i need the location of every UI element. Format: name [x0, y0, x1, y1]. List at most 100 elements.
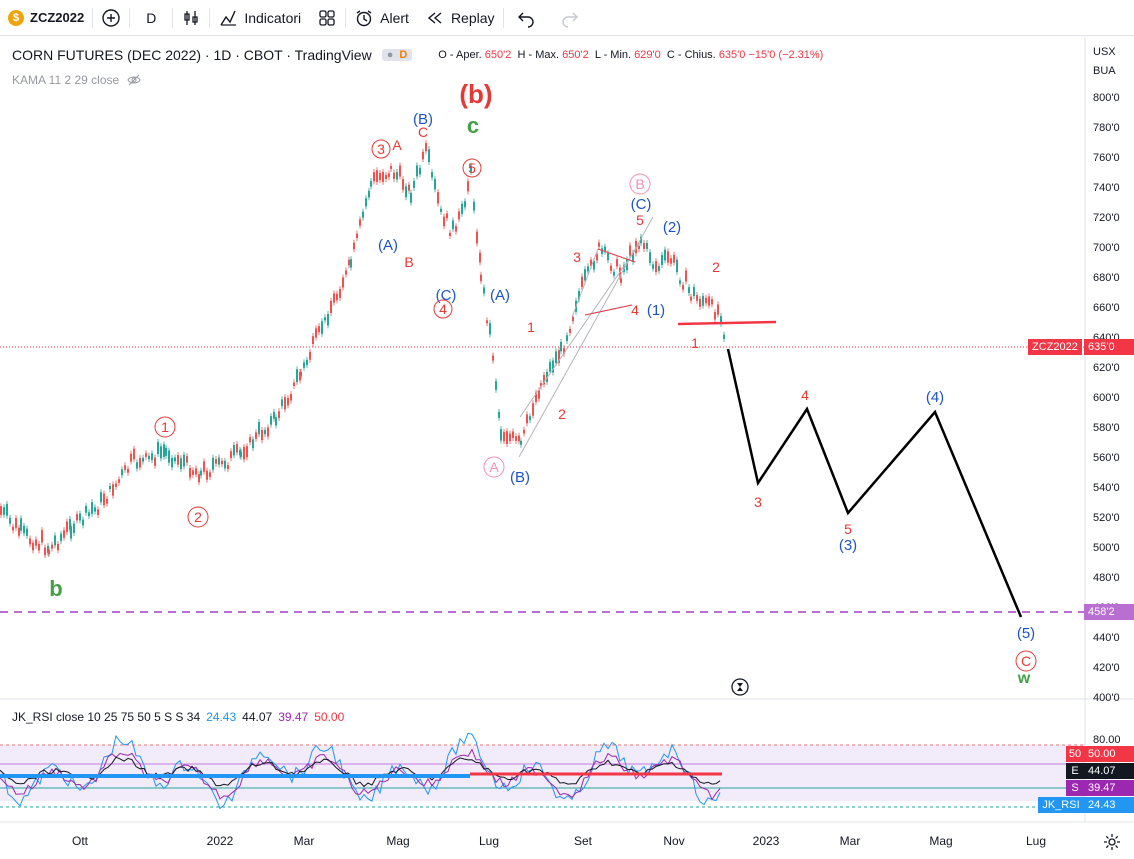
- candle-body: [652, 264, 654, 269]
- indicator-legend[interactable]: KAMA 11 2 29 close: [12, 73, 141, 87]
- market-status-badge[interactable]: ● D: [381, 49, 413, 61]
- grid-icon: [319, 9, 335, 26]
- candle-body: [368, 190, 370, 198]
- candle-body: [526, 414, 528, 424]
- candle-body: [345, 270, 347, 275]
- layouts-button[interactable]: [309, 0, 345, 36]
- candle-body: [142, 457, 144, 462]
- time-tick: Set: [573, 834, 593, 848]
- candle-body: [402, 179, 404, 190]
- candle-body: [249, 437, 251, 443]
- rsi-title: JK_RSI close 10 25 75 50 5 S S 34: [12, 710, 201, 724]
- wave-label-1-red-b: 1: [691, 335, 699, 351]
- candle-body: [66, 521, 68, 532]
- candle-body: [509, 433, 511, 442]
- candle-body: [492, 355, 494, 361]
- rsi-tag-rsi-label: JK_RSI: [1038, 797, 1084, 813]
- interval-button[interactable]: D: [130, 0, 172, 36]
- open-value: 650'2: [484, 49, 512, 61]
- replay-button[interactable]: Replay: [417, 0, 503, 36]
- candle-body: [240, 451, 242, 457]
- indicators-button[interactable]: Indicatori: [210, 0, 309, 36]
- candle-body: [593, 261, 595, 270]
- candle-body: [233, 444, 235, 456]
- candle-body: [373, 172, 375, 182]
- candle-body: [76, 514, 78, 521]
- rsi-legend[interactable]: JK_RSI close 10 25 75 50 5 S S 34 24.43 …: [12, 710, 344, 724]
- event-marker-icon[interactable]: [731, 678, 749, 696]
- change-value: −15'0 (−2.31%): [748, 49, 824, 61]
- candle-body: [555, 351, 557, 364]
- settings-gear-icon[interactable]: [1103, 833, 1121, 851]
- wave-label-proj-5: 5: [844, 521, 852, 537]
- undo-button[interactable]: [504, 0, 548, 36]
- candle-body: [596, 253, 598, 261]
- candle-body: [154, 457, 156, 466]
- price-tick: 680'0: [1093, 272, 1120, 284]
- chart-title: CORN FUTURES (DEC 2022) · 1D · CBOT · Tr…: [12, 47, 372, 63]
- symbol-selector[interactable]: $ ZCZ2022: [0, 0, 92, 36]
- alert-button[interactable]: Alert: [346, 0, 417, 36]
- price-tick: 660'0: [1093, 302, 1120, 314]
- candle-body: [604, 246, 606, 252]
- high-label: H - Max.: [517, 49, 560, 61]
- candle-body: [365, 198, 367, 207]
- candle-body: [379, 173, 381, 181]
- alarm-clock-icon: [356, 9, 372, 26]
- candle-body: [327, 313, 329, 326]
- candle-body: [486, 320, 488, 324]
- candle-body: [676, 259, 678, 273]
- candle-body: [215, 459, 217, 464]
- candle-body: [584, 269, 586, 281]
- chart-area[interactable]: (b) c b w (B) C 3 A 5 (A) B (C) 4 (A) 1 …: [0, 37, 1134, 859]
- candle-body: [287, 398, 289, 406]
- redo-button[interactable]: [548, 0, 592, 36]
- time-tick: Ott: [71, 834, 89, 848]
- candle-body: [23, 525, 25, 534]
- trend-channel: [518, 216, 654, 458]
- candle-body: [495, 381, 497, 390]
- candle-body: [189, 467, 191, 478]
- rsi-lines: [0, 732, 721, 810]
- candle-body: [255, 432, 257, 439]
- currency-selector[interactable]: USX: [1093, 46, 1116, 58]
- candle-body: [664, 249, 666, 261]
- candle-body: [620, 278, 622, 283]
- candle-body: [70, 526, 72, 539]
- candle-body: [616, 259, 618, 267]
- candle-body: [685, 270, 687, 282]
- candle-body: [157, 441, 159, 454]
- candle-body: [171, 457, 173, 468]
- wave-label-B-paren-mid: (B): [510, 469, 530, 486]
- candle-body: [243, 446, 245, 460]
- divider: [92, 7, 94, 28]
- candle-body: [632, 252, 634, 263]
- candle-body: [720, 316, 722, 324]
- candle-body: [428, 149, 430, 163]
- candle-body: [106, 498, 108, 504]
- candle-body: [473, 201, 475, 211]
- candle-body: [94, 507, 96, 512]
- eye-dot-icon: ●: [386, 49, 394, 61]
- candle-body: [431, 172, 433, 178]
- candle-body: [227, 465, 229, 470]
- chart-canvas[interactable]: (b) c b w (B) C 3 A 5 (A) B (C) 4 (A) 1 …: [0, 37, 1134, 859]
- candle-body: [489, 323, 491, 335]
- wave-circle-3: [371, 139, 391, 159]
- candle-body: [32, 542, 34, 551]
- hidden-eye-icon[interactable]: [127, 74, 141, 86]
- wave-label-2-red-b: 2: [712, 259, 720, 275]
- kama-label: KAMA 11 2 29 close: [12, 73, 120, 87]
- wave-label-proj-3-paren: (3): [839, 537, 857, 554]
- wave-label-proj-3: 3: [754, 494, 762, 510]
- candle-body: [6, 503, 8, 516]
- candle-body: [708, 296, 710, 306]
- candle-body: [498, 411, 500, 418]
- candle-body: [476, 231, 478, 244]
- candle-body: [711, 299, 713, 305]
- candle-body: [388, 173, 390, 178]
- replay-label: Replay: [450, 9, 495, 26]
- compare-button[interactable]: [93, 0, 129, 36]
- chart-type-button[interactable]: [173, 0, 209, 36]
- unit-selector[interactable]: BUA: [1093, 65, 1116, 77]
